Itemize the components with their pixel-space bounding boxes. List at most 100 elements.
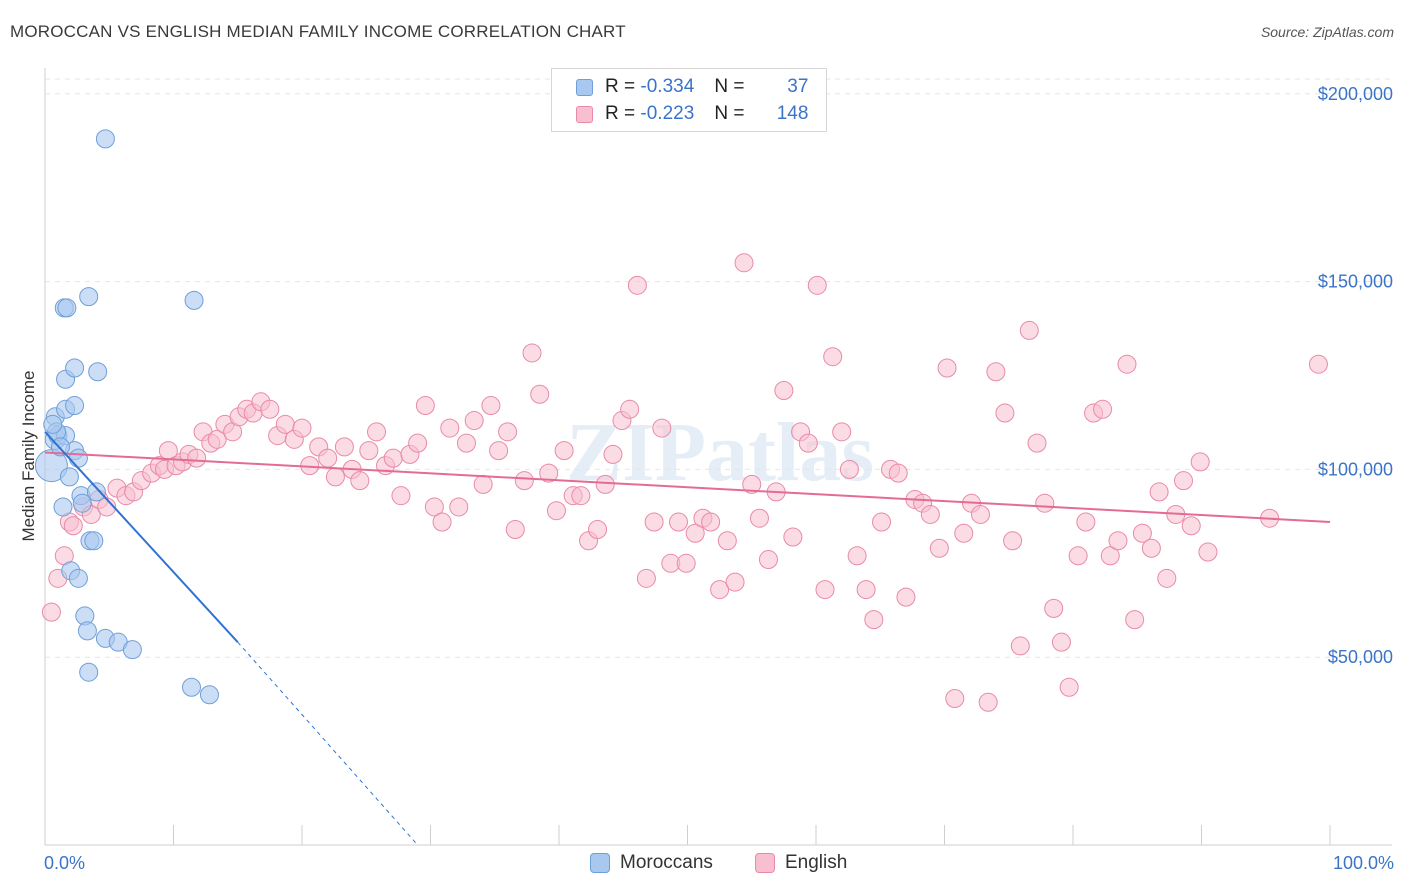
english-point (481, 396, 501, 416)
english-point (832, 422, 852, 442)
english-point (1108, 531, 1128, 551)
english-point (588, 519, 608, 539)
moroccan-point (86, 482, 106, 502)
english-point (408, 433, 428, 453)
moroccan-points (34, 129, 219, 705)
y-tick-labels: $200,000 $150,000 $100,000 $50,000 (1318, 84, 1393, 667)
english-point (489, 441, 509, 461)
english-point (440, 418, 460, 438)
english-trend-line (44, 451, 1331, 523)
y-tick-label: $200,000 (1318, 84, 1393, 104)
moroccan-point (79, 662, 99, 682)
english-point (725, 572, 745, 592)
english-point (978, 692, 998, 712)
english-point (187, 448, 207, 468)
english-point (986, 362, 1006, 382)
english-point (1068, 546, 1088, 566)
english-point (1190, 452, 1210, 472)
moroccan-point (122, 640, 142, 660)
english-point (1198, 542, 1218, 562)
english-point (1181, 516, 1201, 536)
english-legend-swatch (755, 853, 775, 873)
moroccan-point (65, 396, 85, 416)
english-point (546, 501, 566, 521)
english-point (1174, 471, 1194, 491)
english-point (1149, 482, 1169, 502)
x-tick-label-end: 100.0% (1333, 853, 1394, 873)
english-point (652, 418, 672, 438)
y-tick-label: $150,000 (1318, 272, 1393, 292)
moroccan-point (84, 531, 104, 551)
y-axis-label: Median Family Income (19, 370, 38, 541)
english-point (970, 504, 990, 524)
legend-item-moroccans: Moroccans (590, 852, 713, 874)
english-point (456, 433, 476, 453)
english-point (1308, 354, 1328, 374)
english-point (505, 519, 525, 539)
english-point (1027, 433, 1047, 453)
english-point (1019, 320, 1039, 340)
moroccans-swatch (576, 78, 593, 96)
english-point (334, 437, 354, 457)
english-point (449, 497, 469, 517)
english-point (367, 422, 387, 442)
legend-row-english: R = -0.223 N = 148 (576, 103, 808, 125)
english-point (937, 358, 957, 378)
english-point (742, 474, 762, 494)
english-point (41, 602, 61, 622)
english-point (856, 580, 876, 600)
moroccan-point (59, 467, 79, 487)
english-point (498, 422, 518, 442)
moroccan-point (184, 290, 204, 310)
x-tick-label-start: 0.0% (44, 853, 85, 873)
english-point (815, 580, 835, 600)
english-point (260, 399, 280, 419)
chart-title: MOROCCAN VS ENGLISH MEDIAN FAMILY INCOME… (10, 22, 626, 41)
english-point (1003, 531, 1023, 551)
english-point (888, 463, 908, 483)
english-point (864, 610, 884, 630)
english-point (872, 512, 892, 532)
english-point (847, 546, 867, 566)
series-legend: Moroccans English (0, 852, 1406, 878)
english-point (415, 396, 435, 416)
english-point (701, 512, 721, 532)
english-point (1093, 399, 1113, 419)
english-point (823, 347, 843, 367)
english-point (783, 527, 803, 547)
english-point (627, 275, 647, 295)
moroccan-trend-line (44, 431, 239, 643)
english-point (1157, 568, 1177, 588)
english-point (798, 433, 818, 453)
english-point (595, 474, 615, 494)
english-point (1076, 512, 1096, 532)
moroccan-point (43, 414, 63, 434)
y-tick-label: $100,000 (1318, 459, 1393, 479)
english-point (839, 459, 859, 479)
moroccan-point (65, 358, 85, 378)
english-point (758, 550, 778, 570)
english-point (896, 587, 916, 607)
english-point (920, 504, 940, 524)
moroccan-trend-extension (237, 641, 419, 846)
english-point (1117, 354, 1137, 374)
english-point (514, 471, 534, 491)
english-point (1044, 598, 1064, 618)
moroccans-legend-swatch (590, 853, 610, 873)
english-point (620, 399, 640, 419)
moroccan-point (79, 287, 99, 307)
english-point (473, 474, 493, 494)
english-point (359, 441, 379, 461)
english-point (292, 418, 312, 438)
n-label: N = (714, 76, 745, 97)
english-point (734, 253, 754, 273)
legend-row-moroccans: R = -0.334 N = 37 (576, 76, 808, 98)
moroccan-point (72, 493, 92, 513)
legend-item-english: English (755, 852, 847, 874)
moroccans-legend-label: Moroccans (620, 852, 713, 873)
r-label: R = (605, 76, 636, 97)
n-value: 148 (776, 103, 809, 124)
english-point (539, 463, 559, 483)
english-point (530, 384, 550, 404)
english-point (318, 448, 338, 468)
